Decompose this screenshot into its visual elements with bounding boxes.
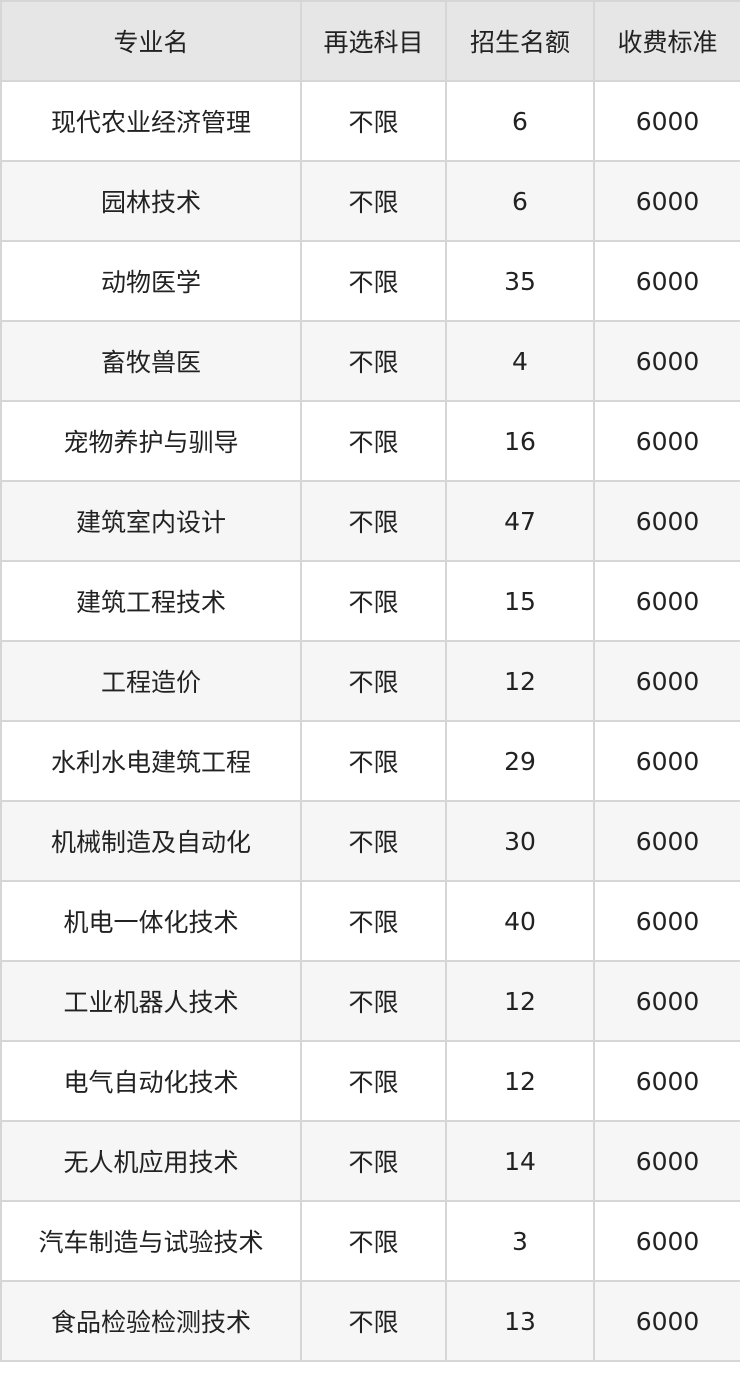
header-row: 专业名 再选科目 招生名额 收费标准	[0, 0, 740, 82]
cell-subject: 不限	[300, 400, 447, 482]
table-row: 电气自动化技术 不限 12 6000	[0, 1040, 740, 1122]
cell-major: 机械制造及自动化	[0, 800, 302, 882]
table-row: 建筑室内设计 不限 47 6000	[0, 480, 740, 562]
cell-quota: 35	[445, 240, 595, 322]
cell-major: 宠物养护与驯导	[0, 400, 302, 482]
table-row: 建筑工程技术 不限 15 6000	[0, 560, 740, 642]
cell-quota: 13	[445, 1280, 595, 1362]
cell-fee: 6000	[593, 160, 740, 242]
cell-subject: 不限	[300, 560, 447, 642]
table-row: 无人机应用技术 不限 14 6000	[0, 1120, 740, 1202]
cell-fee: 6000	[593, 320, 740, 402]
cell-major: 畜牧兽医	[0, 320, 302, 402]
cell-fee: 6000	[593, 560, 740, 642]
cell-quota: 6	[445, 160, 595, 242]
cell-subject: 不限	[300, 160, 447, 242]
cell-subject: 不限	[300, 960, 447, 1042]
cell-fee: 6000	[593, 1280, 740, 1362]
cell-fee: 6000	[593, 80, 740, 162]
cell-subject: 不限	[300, 640, 447, 722]
table-row: 机电一体化技术 不限 40 6000	[0, 880, 740, 962]
cell-fee: 6000	[593, 1040, 740, 1122]
cell-quota: 14	[445, 1120, 595, 1202]
cell-quota: 40	[445, 880, 595, 962]
cell-major: 动物医学	[0, 240, 302, 322]
table-row: 汽车制造与试验技术 不限 3 6000	[0, 1200, 740, 1282]
table-row: 工程造价 不限 12 6000	[0, 640, 740, 722]
cell-quota: 15	[445, 560, 595, 642]
header-major: 专业名	[0, 0, 302, 82]
table-row: 食品检验检测技术 不限 13 6000	[0, 1280, 740, 1362]
cell-quota: 12	[445, 640, 595, 722]
cell-fee: 6000	[593, 720, 740, 802]
cell-major: 建筑室内设计	[0, 480, 302, 562]
enrollment-table: 专业名 再选科目 招生名额 收费标准 现代农业经济管理 不限 6 6000 园林技术 不限…	[0, 0, 740, 1362]
table-row: 机械制造及自动化 不限 30 6000	[0, 800, 740, 882]
cell-fee: 6000	[593, 1200, 740, 1282]
cell-subject: 不限	[300, 480, 447, 562]
cell-major: 水利水电建筑工程	[0, 720, 302, 802]
cell-quota: 4	[445, 320, 595, 402]
cell-fee: 6000	[593, 480, 740, 562]
cell-fee: 6000	[593, 240, 740, 322]
cell-major: 建筑工程技术	[0, 560, 302, 642]
cell-major: 电气自动化技术	[0, 1040, 302, 1122]
cell-fee: 6000	[593, 800, 740, 882]
header-quota: 招生名额	[445, 0, 595, 82]
cell-major: 现代农业经济管理	[0, 80, 302, 162]
cell-major: 工程造价	[0, 640, 302, 722]
cell-fee: 6000	[593, 1120, 740, 1202]
cell-major: 园林技术	[0, 160, 302, 242]
cell-subject: 不限	[300, 1200, 447, 1282]
cell-quota: 16	[445, 400, 595, 482]
cell-subject: 不限	[300, 240, 447, 322]
cell-quota: 12	[445, 960, 595, 1042]
cell-quota: 3	[445, 1200, 595, 1282]
header-subject: 再选科目	[300, 0, 447, 82]
cell-major: 无人机应用技术	[0, 1120, 302, 1202]
header-fee: 收费标准	[593, 0, 740, 82]
cell-subject: 不限	[300, 1120, 447, 1202]
cell-major: 机电一体化技术	[0, 880, 302, 962]
cell-fee: 6000	[593, 880, 740, 962]
table-row: 园林技术 不限 6 6000	[0, 160, 740, 242]
cell-quota: 47	[445, 480, 595, 562]
cell-fee: 6000	[593, 400, 740, 482]
cell-fee: 6000	[593, 960, 740, 1042]
table-row: 水利水电建筑工程 不限 29 6000	[0, 720, 740, 802]
table-row: 宠物养护与驯导 不限 16 6000	[0, 400, 740, 482]
cell-subject: 不限	[300, 720, 447, 802]
table-row: 现代农业经济管理 不限 6 6000	[0, 80, 740, 162]
cell-quota: 6	[445, 80, 595, 162]
table-row: 动物医学 不限 35 6000	[0, 240, 740, 322]
cell-quota: 30	[445, 800, 595, 882]
cell-subject: 不限	[300, 880, 447, 962]
cell-fee: 6000	[593, 640, 740, 722]
cell-subject: 不限	[300, 1280, 447, 1362]
cell-major: 汽车制造与试验技术	[0, 1200, 302, 1282]
cell-subject: 不限	[300, 1040, 447, 1122]
cell-subject: 不限	[300, 80, 447, 162]
cell-quota: 29	[445, 720, 595, 802]
cell-subject: 不限	[300, 800, 447, 882]
table-row: 工业机器人技术 不限 12 6000	[0, 960, 740, 1042]
table-row: 畜牧兽医 不限 4 6000	[0, 320, 740, 402]
cell-major: 工业机器人技术	[0, 960, 302, 1042]
cell-quota: 12	[445, 1040, 595, 1122]
cell-subject: 不限	[300, 320, 447, 402]
cell-major: 食品检验检测技术	[0, 1280, 302, 1362]
